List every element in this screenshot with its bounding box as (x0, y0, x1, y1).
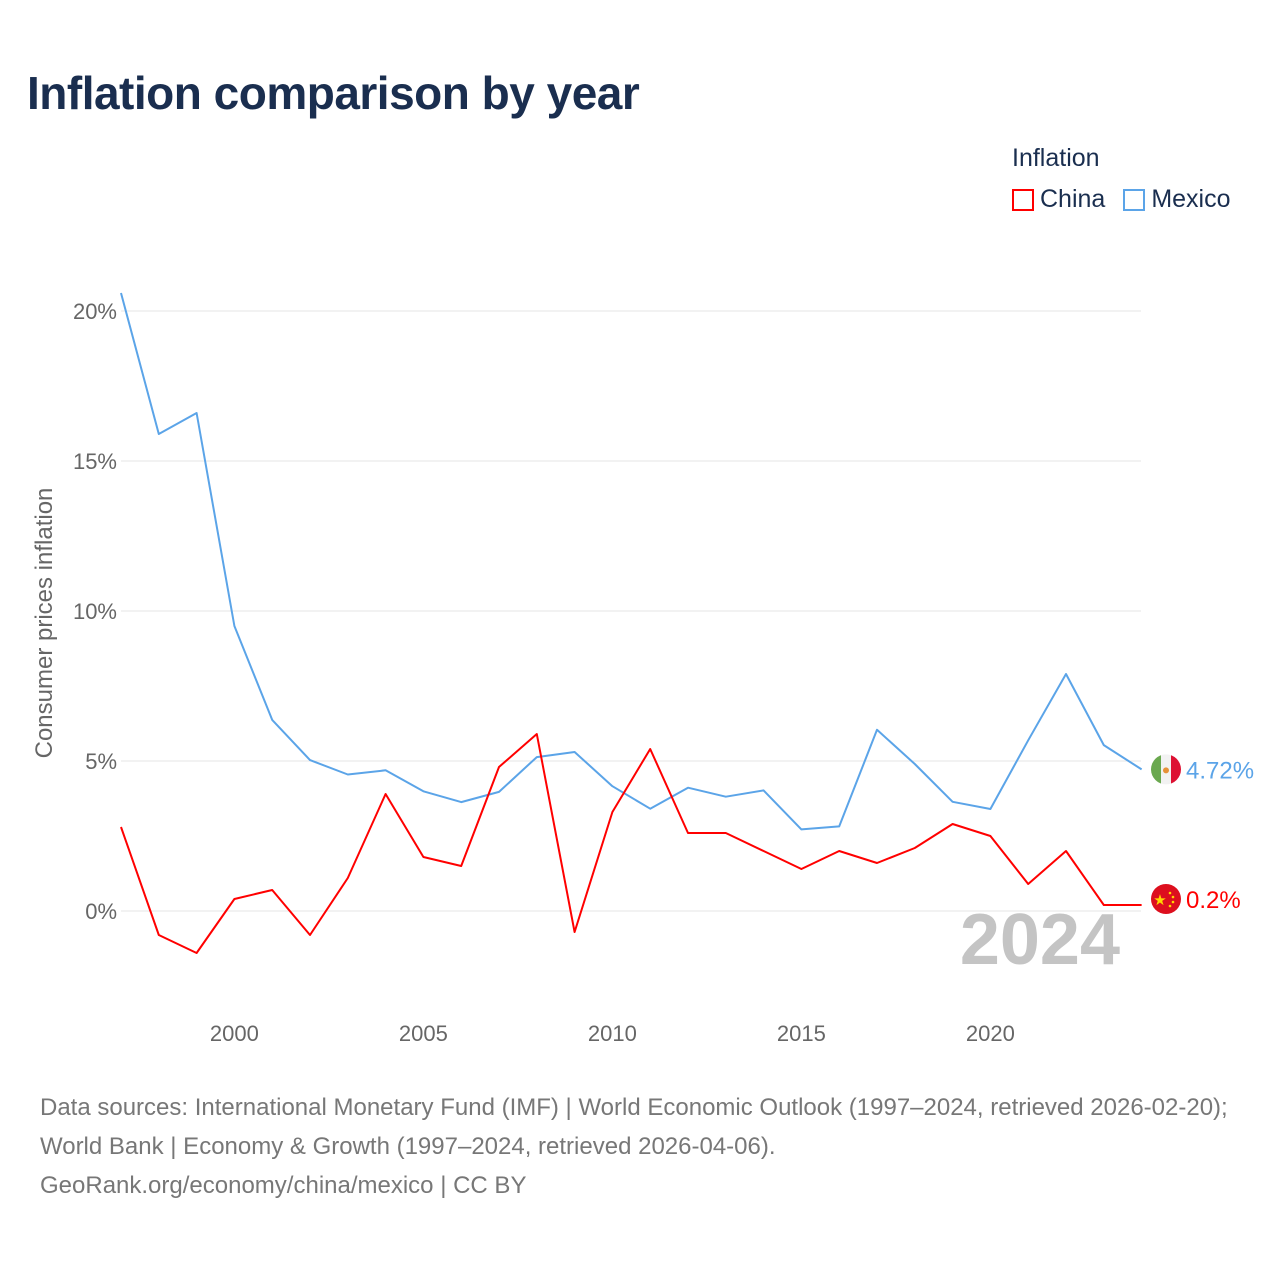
legend-label-mexico: Mexico (1151, 185, 1231, 213)
flag-china-icon: ★ (1151, 884, 1181, 914)
y-tick-label: 15% (73, 449, 117, 474)
data-sources: Data sources: International Monetary Fun… (40, 1094, 1228, 1160)
year-watermark: 2024 (960, 900, 1120, 980)
x-tick-label: 2010 (588, 1021, 637, 1046)
flag-small-star (1171, 895, 1175, 899)
flag-small-star (1168, 904, 1172, 908)
flag-small-star (1168, 891, 1172, 895)
flag-mexico-icon (1151, 754, 1181, 785)
legend-item-mexico[interactable]: Mexico (1123, 185, 1231, 214)
legend: Inflation China Mexico (1012, 144, 1231, 214)
flag-bg (1151, 884, 1181, 914)
flag-emblem (1163, 767, 1169, 774)
end-label-china: 0.2% (1186, 887, 1241, 914)
legend-label-china: China (1040, 185, 1106, 213)
source-link[interactable]: GeoRank.org/economy/china/mexico | CC BY (40, 1172, 527, 1199)
y-tick-label: 0% (85, 899, 117, 924)
x-tick-label: 2020 (966, 1021, 1015, 1046)
line-chart: 0% 5% 10% 15% 20% 2000 2005 2010 2015 2020 2024 C… (31, 292, 1254, 1046)
series-line-china (120, 733, 1142, 954)
y-axis-label: Consumer prices inflation (31, 488, 58, 759)
chart-title: Inflation comparison by year (27, 67, 640, 119)
y-tick-label: 10% (73, 599, 117, 624)
flag-stripe (1171, 754, 1181, 785)
flag-small-star (1171, 900, 1175, 904)
legend-item-china[interactable]: China (1012, 185, 1105, 214)
x-tick-label: 2005 (399, 1021, 448, 1046)
footer: Data sources: International Monetary Fun… (40, 1088, 1250, 1205)
end-label-mexico: 4.72% (1186, 757, 1254, 784)
y-tick-label: 5% (85, 749, 117, 774)
y-tick-label: 20% (73, 299, 117, 324)
legend-swatch-mexico (1123, 188, 1146, 211)
x-tick-label: 2000 (210, 1021, 259, 1046)
legend-title: Inflation (1012, 144, 1100, 172)
x-tick-label: 2015 (777, 1021, 826, 1046)
series-line-mexico (120, 292, 1143, 831)
flag-stripes (1151, 754, 1181, 785)
flag-star: ★ (1153, 892, 1166, 909)
legend-swatch-china (1012, 188, 1034, 211)
flag-stripe (1151, 754, 1161, 785)
